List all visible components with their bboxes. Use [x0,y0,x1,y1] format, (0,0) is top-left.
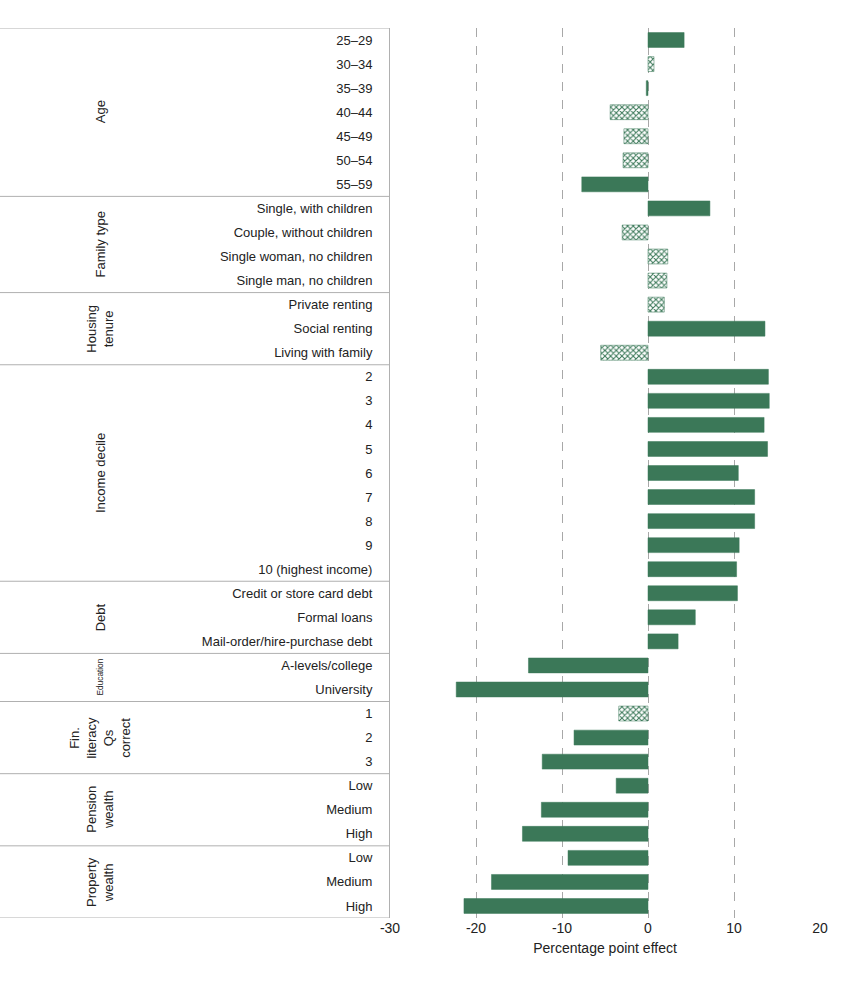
svg-text:Pensionwealth: Pensionwealth [84,786,116,833]
svg-text:8: 8 [365,514,372,529]
svg-text:Low: Low [349,778,373,793]
svg-text:Credit or store card debt: Credit or store card debt [232,586,373,601]
svg-text:-20: -20 [466,920,486,936]
svg-text:1: 1 [365,706,372,721]
svg-text:Education: Education [96,658,105,695]
svg-text:5: 5 [365,442,372,457]
svg-text:Single, with children: Single, with children [257,201,373,216]
svg-text:3: 3 [365,754,372,769]
svg-text:Medium: Medium [326,874,372,889]
svg-text:20: 20 [812,920,828,936]
svg-text:Fin.literacyQscorrect: Fin.literacyQscorrect [67,717,133,759]
svg-text:Percentage point effect: Percentage point effect [533,940,677,956]
svg-text:Single woman, no children: Single woman, no children [220,249,372,264]
svg-text:Private renting: Private renting [289,297,373,312]
svg-text:6: 6 [365,466,372,481]
svg-text:Mail-order/hire-purchase debt: Mail-order/hire-purchase debt [202,634,373,649]
svg-text:4: 4 [365,417,372,432]
svg-text:Living with family: Living with family [274,345,373,360]
svg-text:Housingtenure: Housingtenure [84,305,116,353]
svg-text:-30: -30 [380,920,400,936]
svg-text:3: 3 [365,393,372,408]
svg-text:30–34: 30–34 [336,57,372,72]
svg-text:Low: Low [349,850,373,865]
svg-text:25–29: 25–29 [336,33,372,48]
svg-text:0: 0 [644,920,652,936]
svg-text:Income decile: Income decile [93,433,108,513]
svg-text:10: 10 [726,920,742,936]
svg-text:Formal loans: Formal loans [297,610,373,625]
svg-text:9: 9 [365,538,372,553]
svg-text:55–59: 55–59 [336,177,372,192]
svg-text:Family type: Family type [93,211,108,277]
svg-text:University: University [315,682,373,697]
svg-text:High: High [346,826,373,841]
svg-text:-10: -10 [552,920,572,936]
svg-text:Medium: Medium [326,802,372,817]
svg-text:45–49: 45–49 [336,129,372,144]
svg-text:35–39: 35–39 [336,81,372,96]
svg-text:40–44: 40–44 [336,105,372,120]
svg-text:Single man, no children: Single man, no children [237,273,373,288]
svg-text:A-levels/college: A-levels/college [281,658,372,673]
svg-text:Propertywealth: Propertywealth [84,857,116,907]
svg-text:2: 2 [365,730,372,745]
svg-text:Age: Age [93,100,108,123]
svg-text:10 (highest income): 10 (highest income) [258,562,372,577]
svg-text:Couple, without children: Couple, without children [234,225,373,240]
svg-text:50–54: 50–54 [336,153,372,168]
svg-text:2: 2 [365,369,372,384]
svg-text:Debt: Debt [93,603,108,631]
svg-text:7: 7 [365,490,372,505]
svg-text:High: High [346,899,373,914]
svg-text:Social renting: Social renting [294,321,373,336]
